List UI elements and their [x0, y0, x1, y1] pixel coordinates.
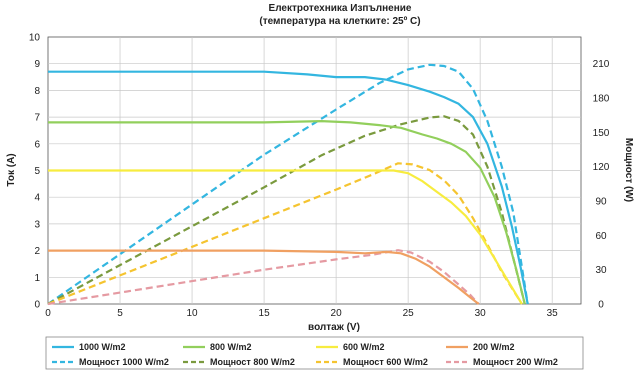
- legend-label: 200 W/m2: [473, 342, 515, 352]
- legend-label: 1000 W/m2: [79, 342, 126, 352]
- y-tick-label: 4: [34, 193, 40, 204]
- y2-tick-label: 0: [598, 300, 604, 311]
- y2-tick-labels: 0 30 60 90 120 150 180 210: [593, 59, 610, 310]
- y-tick-label: 3: [34, 219, 40, 230]
- y-tick-label: 5: [34, 166, 40, 177]
- y-axis-label: Ток (A): [6, 153, 17, 186]
- y2-tick-label: 150: [593, 128, 610, 139]
- x-axis-label: волтаж (V): [308, 322, 360, 333]
- power-series-line: [47, 115, 526, 305]
- y-tick-label: 10: [29, 33, 41, 44]
- legend-label: Мощност 200 W/m2: [473, 357, 558, 367]
- x-tick-label: 0: [45, 308, 51, 319]
- series-lines: [47, 63, 529, 306]
- power-series-line: [47, 63, 529, 305]
- y2-axis-label: Мощност (W): [623, 138, 634, 202]
- legend-label: 600 W/m2: [343, 342, 385, 352]
- x-tick-label: 25: [403, 308, 415, 319]
- chart-title: Електротехника Изпълнение: [269, 3, 412, 14]
- y-tick-label: 0: [34, 300, 40, 311]
- legend-box: [45, 336, 584, 370]
- x-tick-label: 30: [475, 308, 487, 319]
- y2-tick-label: 120: [593, 162, 610, 173]
- x-tick-label: 35: [547, 308, 559, 319]
- y-tick-label: 2: [34, 246, 40, 257]
- x-tick-label: 20: [331, 308, 343, 319]
- current-series-line: [48, 169, 523, 305]
- legend-label: 800 W/m2: [210, 342, 252, 352]
- current-series-line: [48, 70, 529, 305]
- x-tick-label: 10: [186, 308, 198, 319]
- legend-label: Мощност 1000 W/m2: [79, 357, 169, 367]
- current-series-line: [48, 120, 526, 305]
- x-tick-labels: 0 5 10 15 20 25 30 35: [45, 308, 558, 319]
- y2-tick-label: 210: [593, 59, 610, 70]
- y2-tick-label: 90: [595, 197, 607, 208]
- y-tick-labels: 0 1 2 3 4 5 6 7 8 9 10: [29, 33, 41, 311]
- y-tick-label: 7: [34, 113, 40, 124]
- y-tick-label: 6: [34, 139, 40, 150]
- y2-tick-label: 60: [595, 231, 607, 242]
- power-series-line: [47, 162, 523, 306]
- y2-tick-label: 30: [595, 265, 607, 276]
- power-series-line: [47, 249, 480, 306]
- y-tick-label: 8: [34, 86, 40, 97]
- legend-label: Мощност 800 W/m2: [210, 357, 295, 367]
- y2-tick-label: 180: [593, 94, 610, 105]
- x-tick-label: 15: [259, 308, 271, 319]
- y-tick-label: 1: [34, 273, 40, 284]
- legend-label: Мощност 600 W/m2: [343, 357, 428, 367]
- y-tick-label: 9: [34, 59, 40, 70]
- legend: 1000 W/m2 800 W/m2 600 W/m2 200 W/m2 Мощност…: [45, 336, 584, 370]
- chart-subtitle: (температура на клетките: 25º C): [259, 16, 420, 27]
- x-tick-label: 5: [117, 308, 123, 319]
- current-series-line: [48, 249, 480, 305]
